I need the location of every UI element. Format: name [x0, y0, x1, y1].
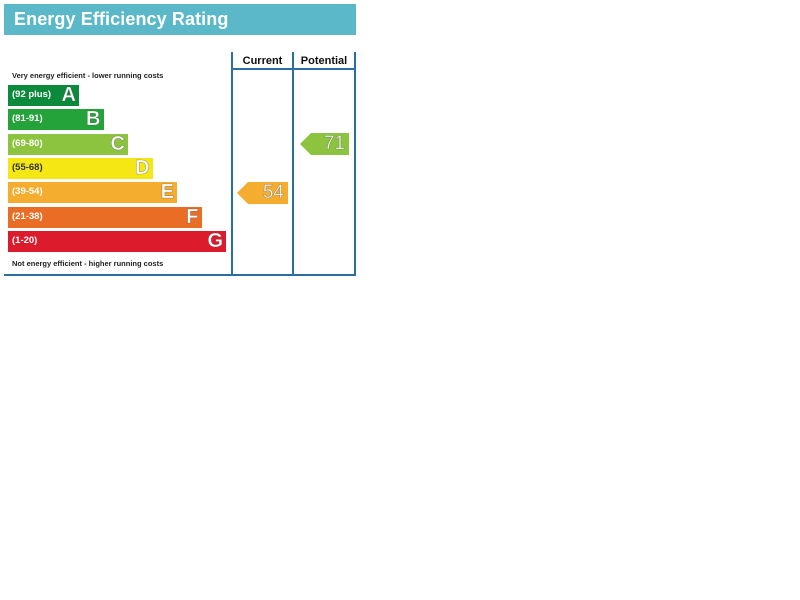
header-underline	[231, 68, 356, 70]
band-range-label: (69-80)	[12, 137, 43, 149]
band-f: (21-38) F	[8, 205, 202, 228]
band-range-label: (39-54)	[12, 186, 43, 198]
potential-rating-value: 71	[323, 133, 346, 155]
current-rating-arrow: 54	[237, 181, 288, 204]
title-bar: Energy Efficiency Rating	[4, 4, 356, 35]
band-b: (81-91) B	[8, 108, 104, 131]
column-header-potential: Potential	[300, 55, 348, 67]
potential-arrow-fill	[300, 133, 349, 156]
band-letter: G	[207, 229, 223, 252]
epc-chart: Energy Efficiency Rating Current Potenti…	[4, 4, 356, 276]
band-letter: D	[135, 156, 150, 180]
current-arrow-shape	[237, 181, 288, 204]
band-letter: C	[110, 132, 125, 155]
band-c: (69-80) C	[8, 132, 128, 155]
band-range-label: (81-91)	[12, 113, 43, 125]
band-letter: A	[61, 84, 76, 107]
band-e: (39-54) E	[8, 181, 177, 204]
note-bottom: Not energy efficient - higher running co…	[12, 259, 164, 268]
column-header-current: Current	[242, 55, 283, 67]
band-range-label: (1-20)	[12, 234, 38, 246]
chart-title: Energy Efficiency Rating	[14, 9, 229, 29]
divider-current-left	[231, 52, 233, 276]
chart-frame	[4, 52, 356, 276]
current-arrow-fill	[237, 181, 288, 204]
band-letter: F	[186, 205, 199, 228]
divider-potential-left	[292, 52, 294, 276]
band-range-label: (21-38)	[12, 210, 43, 222]
band-range-label: (55-68)	[12, 161, 43, 173]
band-g: (1-20) G	[8, 229, 226, 252]
divider-right	[354, 52, 356, 276]
band-letter: E	[160, 181, 174, 204]
potential-rating-arrow: 71	[300, 133, 349, 156]
potential-arrow-shape	[300, 133, 349, 156]
band-a: (92 plus) A	[8, 84, 79, 107]
current-rating-value: 54	[262, 181, 285, 203]
band-range-label: (92 plus)	[12, 89, 52, 100]
band-d: (55-68) D	[8, 156, 153, 180]
note-top: Very energy efficient - lower running co…	[12, 71, 164, 80]
band-letter: B	[86, 108, 101, 131]
